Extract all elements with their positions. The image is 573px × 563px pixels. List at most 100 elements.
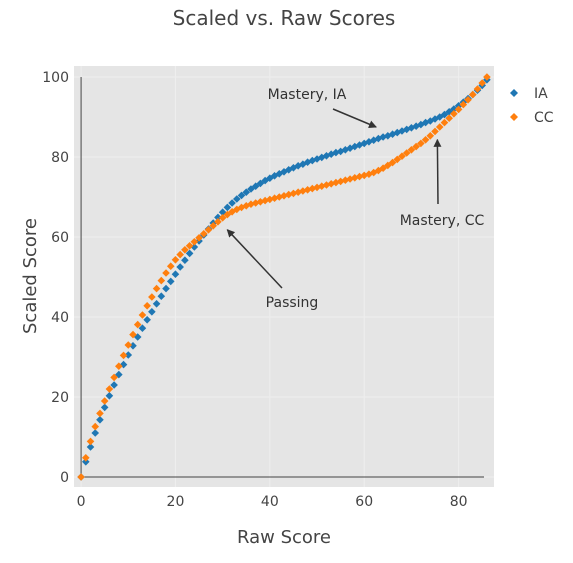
data-point [261, 176, 269, 185]
data-point [417, 120, 425, 129]
data-point [176, 263, 184, 271]
data-point [96, 409, 104, 418]
legend-item-cc: CC [510, 110, 554, 126]
data-point [110, 381, 118, 389]
data-point [228, 199, 236, 207]
annotation-text: Mastery, CC [400, 213, 485, 229]
chart-title: Scaled vs. Raw Scores [173, 6, 396, 30]
annotation-arrow [332, 108, 377, 128]
data-point [450, 110, 458, 118]
data-point [233, 195, 241, 203]
x-axis-label: Raw Score [237, 527, 331, 548]
data-point [332, 148, 340, 157]
data-point [379, 164, 387, 172]
data-point [275, 170, 284, 178]
data-point [171, 270, 180, 278]
data-point [214, 218, 222, 226]
data-point [218, 208, 227, 216]
data-point [162, 269, 170, 277]
legend: IA CC [510, 86, 554, 126]
data-point [431, 127, 439, 136]
data-point [152, 300, 161, 308]
data-point [105, 385, 114, 393]
data-point [152, 284, 161, 293]
data-point [388, 130, 397, 138]
data-point [284, 166, 293, 174]
data-point [303, 158, 312, 166]
y-tick-label: 0 [60, 470, 69, 486]
data-point [133, 333, 142, 341]
y-axis-label: Scaled Score [20, 218, 41, 334]
data-point [204, 226, 213, 234]
data-point [388, 158, 397, 167]
data-point [251, 182, 260, 190]
data-point [365, 170, 373, 178]
data-point [223, 203, 232, 212]
data-point [157, 276, 166, 285]
data-point [398, 152, 406, 160]
data-point [454, 105, 463, 114]
data-point [369, 168, 378, 177]
data-point [129, 330, 137, 339]
data-point [384, 161, 392, 170]
data-point [81, 454, 90, 462]
data-point [327, 150, 335, 158]
x-tick-label: 80 [450, 494, 468, 510]
data-point [445, 114, 453, 122]
data-point [483, 73, 491, 81]
data-point [91, 429, 100, 437]
data-point [412, 142, 420, 151]
data-point [308, 156, 317, 165]
data-point [374, 166, 383, 175]
x-tick-label: 20 [167, 494, 185, 510]
data-point [115, 362, 123, 370]
data-point [162, 284, 170, 293]
data-point [478, 79, 487, 87]
data-point [185, 242, 194, 250]
data-point [242, 188, 251, 196]
data-point [289, 164, 298, 172]
data-point [86, 443, 95, 451]
legend-label: CC [534, 110, 554, 126]
axes [80, 77, 484, 478]
data-point [355, 172, 364, 181]
data-point [468, 90, 477, 99]
data-point [332, 178, 340, 187]
annotations: Mastery, IA Mastery, CC Passing [226, 87, 485, 311]
data-point [374, 134, 383, 143]
data-point [199, 230, 208, 238]
data-point [228, 208, 236, 216]
annotation-arrow [226, 229, 283, 289]
data-point [450, 105, 458, 113]
y-tick-label: 60 [51, 230, 69, 246]
data-point [266, 195, 274, 204]
data-point [350, 142, 359, 151]
data-point [181, 256, 189, 264]
data-point [384, 132, 392, 140]
y-tick-label: 20 [51, 390, 69, 406]
data-point [124, 351, 133, 359]
plot-area [74, 66, 494, 487]
x-tick-labels: 0 20 40 60 80 [77, 494, 468, 510]
y-tick-labels: 0 20 40 60 80 100 [42, 70, 69, 486]
data-point [110, 373, 118, 382]
data-point [129, 342, 137, 350]
x-tick-label: 40 [261, 494, 279, 510]
data-point [440, 110, 449, 119]
data-point [275, 193, 284, 201]
y-tick-label: 100 [42, 70, 69, 86]
data-point [138, 324, 147, 332]
data-point [341, 176, 350, 184]
data-point [402, 125, 411, 134]
data-point [421, 136, 430, 144]
data-point [86, 437, 95, 446]
data-point [294, 188, 302, 196]
data-point [100, 397, 109, 405]
annotation-arrow [433, 138, 442, 205]
annotation-text: Passing [266, 295, 319, 311]
data-point [350, 174, 359, 182]
data-point [138, 311, 147, 319]
data-point [280, 192, 288, 200]
data-point [247, 200, 255, 208]
